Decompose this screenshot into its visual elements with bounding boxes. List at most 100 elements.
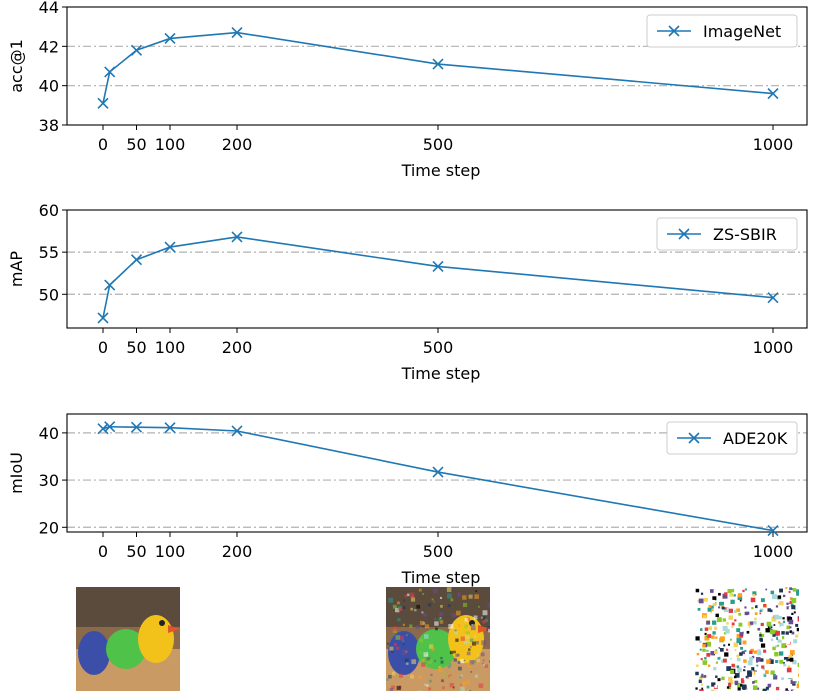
noise-speck	[704, 627, 709, 631]
noise-speck	[750, 592, 754, 597]
noise-speck	[778, 615, 782, 620]
noise-speck	[762, 688, 767, 691]
noise-speck	[757, 651, 762, 656]
noise-speck	[759, 632, 765, 637]
noise-speck	[748, 626, 751, 628]
noise-speck	[709, 589, 714, 593]
noise-speck	[736, 638, 742, 644]
noise-speck	[448, 623, 454, 629]
noise-speck	[760, 598, 765, 603]
noise-speck	[412, 674, 415, 677]
noise-speck	[729, 638, 732, 641]
noise-speck	[783, 663, 787, 667]
noise-speck	[714, 650, 718, 655]
noise-speck	[796, 677, 799, 682]
data-point-marker	[104, 421, 116, 433]
noise-speck	[428, 687, 432, 691]
noise-speck	[756, 687, 760, 690]
noise-speck	[794, 679, 797, 683]
noise-speck	[770, 590, 775, 595]
noise-speck	[711, 620, 717, 625]
clean-toys-image	[76, 587, 180, 691]
noise-speck	[788, 590, 791, 593]
noise-speck	[391, 685, 395, 690]
noise-speck	[459, 676, 462, 679]
noise-speck	[737, 595, 743, 601]
noise-speck	[428, 644, 434, 649]
noise-speck	[764, 674, 767, 677]
noise-speck	[733, 642, 739, 648]
noise-speck	[754, 617, 757, 621]
noise-speck	[695, 687, 698, 690]
partially-noised-toys-image	[386, 587, 490, 691]
noise-speck	[740, 646, 744, 650]
noise-speck	[469, 646, 472, 648]
noise-speck	[410, 674, 415, 679]
noise-speck	[430, 673, 433, 677]
noise-speck	[740, 678, 744, 682]
noise-speck	[457, 594, 461, 598]
noise-speck	[772, 655, 776, 658]
noise-speck	[743, 659, 747, 663]
noise-speck	[738, 642, 742, 645]
noise-speck	[755, 672, 758, 675]
noise-speck	[724, 652, 729, 657]
noise-speck	[721, 676, 725, 681]
x-tick-label: 50	[126, 542, 146, 561]
noise-speck	[789, 657, 794, 662]
noise-speck	[744, 588, 747, 591]
noise-speck	[754, 666, 759, 671]
noise-speck	[442, 672, 447, 676]
noise-speck	[756, 664, 759, 667]
noise-speck	[788, 600, 792, 604]
y-tick-label: 40	[39, 77, 59, 96]
noise-speck	[409, 624, 413, 628]
noise-speck	[463, 640, 468, 645]
chart-panel-3: 20 30 40 0 50 100 200 500 1000 Time step mIoU ADE20…	[7, 413, 808, 587]
noise-speck	[423, 683, 427, 686]
noise-speck	[790, 689, 793, 691]
noise-speck	[482, 610, 488, 616]
noise-speck	[717, 656, 721, 660]
noise-speck	[696, 630, 699, 633]
noise-speck	[465, 631, 470, 636]
noise-speck	[426, 684, 429, 687]
noise-speck	[440, 604, 443, 608]
noise-speck	[418, 588, 422, 592]
noise-speck	[410, 597, 416, 602]
noise-speck	[778, 670, 782, 674]
x-tick-label: 0	[98, 135, 108, 154]
legend-label: ImageNet	[703, 22, 781, 41]
noise-speck	[785, 688, 789, 691]
noise-speck	[783, 661, 785, 664]
noise-speck	[752, 591, 757, 596]
noise-speck	[464, 624, 469, 629]
noise-speck	[753, 650, 757, 654]
noise-speck	[746, 611, 750, 615]
noise-speck	[778, 635, 782, 640]
noise-speck	[702, 648, 706, 652]
noise-speck	[419, 651, 422, 654]
y-tick-label: 42	[39, 37, 59, 56]
data-point-marker	[130, 44, 143, 56]
noise-speck	[741, 684, 747, 690]
noise-speck	[417, 659, 421, 663]
noise-speck	[482, 616, 486, 620]
noise-speck	[766, 690, 769, 691]
noise-speck	[750, 648, 754, 653]
noise-speck	[779, 659, 784, 664]
noise-speck	[752, 680, 755, 684]
noise-speck	[791, 631, 795, 635]
data-point-marker	[231, 27, 243, 39]
noise-speck	[752, 593, 756, 597]
noise-speck	[457, 592, 461, 596]
noise-speck	[470, 625, 476, 631]
y-axis-label: mAP	[7, 251, 26, 288]
data-point-marker	[164, 241, 176, 253]
noise-speck	[704, 597, 708, 602]
x-tick-label: 50	[126, 135, 146, 154]
noise-speck	[418, 675, 422, 680]
noise-speck	[786, 640, 790, 645]
noise-speck	[466, 651, 471, 656]
noise-speck	[697, 599, 700, 603]
